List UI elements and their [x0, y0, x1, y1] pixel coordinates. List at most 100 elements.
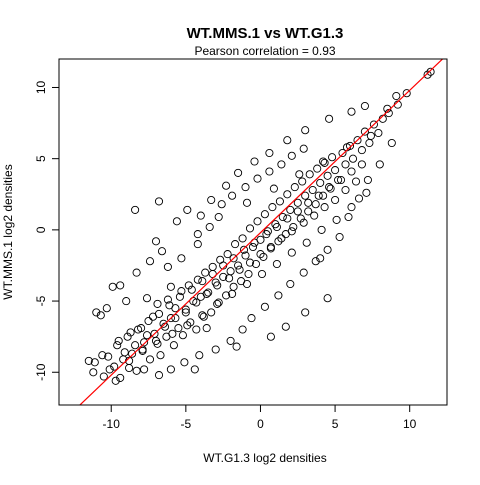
data-point: [131, 205, 140, 214]
data-point: [187, 285, 196, 294]
data-point: [310, 211, 319, 220]
data-point: [145, 355, 155, 364]
data-point: [228, 191, 237, 200]
data-point: [110, 362, 119, 371]
data-point: [323, 171, 332, 180]
data-point: [222, 181, 231, 190]
data-point: [131, 341, 140, 350]
data-point: [251, 259, 261, 269]
data-point: [229, 254, 238, 263]
data-point: [116, 373, 125, 382]
data-point: [142, 331, 152, 340]
data-point: [313, 164, 322, 173]
data-point: [362, 188, 371, 197]
data-point: [287, 248, 296, 257]
data-point: [165, 301, 174, 310]
y-tick-label: 10: [34, 80, 48, 94]
data-point: [286, 205, 295, 214]
data-point: [323, 245, 332, 254]
data-point: [153, 339, 162, 348]
data-point: [332, 215, 341, 224]
data-point: [242, 198, 252, 207]
data-point: [331, 195, 340, 205]
data-point: [113, 341, 122, 350]
data-point: [319, 191, 328, 200]
data-point: [275, 197, 284, 206]
data-point: [272, 259, 281, 269]
data-point: [347, 107, 356, 116]
data-point: [169, 341, 178, 350]
data-point: [336, 175, 346, 185]
data-point: [353, 136, 362, 145]
x-tick-label: -5: [181, 417, 192, 431]
data-point: [265, 148, 274, 158]
data-point: [122, 297, 131, 306]
data-point: [360, 127, 369, 136]
data-point: [219, 272, 228, 281]
data-point: [242, 279, 252, 289]
data-point: [154, 309, 164, 318]
data-point: [184, 281, 193, 290]
data-point: [205, 222, 214, 232]
data-point: [326, 184, 335, 193]
data-point: [369, 120, 378, 129]
data-point: [289, 222, 298, 232]
plot-frame: [58, 58, 448, 406]
data-point: [298, 177, 307, 186]
data-point: [245, 258, 255, 267]
data-point: [183, 321, 192, 330]
x-axis: -10 -5 0 5 10: [103, 405, 417, 431]
data-point: [202, 289, 211, 298]
data-point: [334, 175, 343, 185]
data-point: [234, 168, 243, 177]
data-point: [144, 316, 153, 326]
data-point: [266, 242, 275, 252]
data-point: [198, 311, 207, 320]
data-point: [192, 298, 201, 307]
data-point: [223, 250, 232, 259]
data-point: [245, 224, 255, 233]
data-point: [375, 160, 384, 169]
fit-line: [79, 59, 444, 405]
data-point: [283, 190, 292, 199]
data-point: [90, 358, 99, 367]
data-point: [172, 217, 181, 226]
data-point: [132, 268, 141, 277]
data-point: [178, 331, 187, 340]
data-point: [366, 131, 375, 140]
y-tick-label: -10: [34, 363, 48, 381]
data-point: [132, 366, 141, 375]
data-point: [181, 305, 190, 314]
data-point: [301, 126, 310, 135]
data-point: [305, 170, 314, 179]
data-point: [190, 365, 199, 374]
data-point: [283, 136, 292, 145]
x-tick-label: 10: [403, 417, 417, 431]
data-point: [202, 324, 211, 333]
data-point: [357, 146, 366, 155]
data-point: [201, 268, 210, 277]
data-point: [89, 368, 98, 377]
data-point: [193, 275, 202, 284]
data-point: [238, 234, 247, 243]
data-point: [259, 252, 268, 261]
data-point: [114, 336, 123, 345]
data-point: [268, 203, 277, 212]
data-point: [341, 160, 350, 169]
data-point: [269, 184, 278, 193]
data-point: [99, 372, 108, 381]
data-point: [193, 240, 202, 249]
data-point: [166, 314, 175, 323]
data-point: [302, 238, 311, 247]
data-point: [207, 308, 216, 317]
data-point: [105, 365, 114, 374]
data-point: [235, 265, 244, 274]
data-point: [125, 363, 134, 373]
data-point: [116, 281, 125, 290]
data-point: [111, 376, 120, 385]
data-point: [104, 352, 113, 361]
data-point: [177, 287, 186, 296]
data-point: [335, 232, 344, 242]
data-point: [126, 328, 135, 337]
